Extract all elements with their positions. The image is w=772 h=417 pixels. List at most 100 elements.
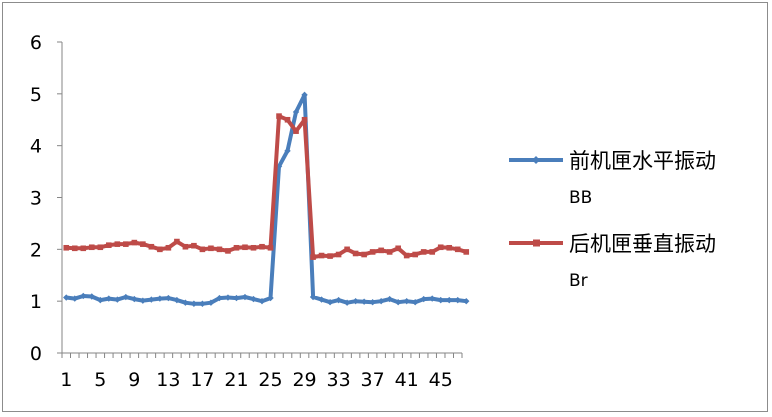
series-point-2	[463, 249, 470, 255]
series-line-2	[64, 114, 469, 260]
series-point-2	[403, 252, 410, 259]
series-point-1	[420, 295, 427, 303]
x-tick-label: 5	[94, 369, 106, 391]
series-point-2	[131, 239, 138, 246]
series-point-1	[105, 295, 113, 302]
series-point-2	[301, 116, 308, 123]
legend-marker	[533, 239, 540, 247]
series-point-2	[71, 245, 78, 252]
series-point-1	[335, 296, 342, 304]
series-point-1	[156, 295, 164, 302]
series-point-1	[97, 296, 104, 304]
y-tick-label: 1	[30, 291, 42, 313]
series-point-1	[292, 108, 300, 116]
series-point-2	[412, 251, 418, 258]
series-point-1	[241, 293, 249, 301]
series-point-2	[344, 246, 350, 253]
series-point-2	[225, 248, 231, 254]
series-point-2	[429, 249, 436, 255]
series-point-1	[207, 299, 215, 306]
series-point-1	[224, 294, 232, 301]
x-tick-label: 17	[190, 369, 214, 391]
series-point-1	[148, 296, 155, 303]
series-point-2	[182, 243, 189, 250]
series-point-1	[267, 294, 274, 302]
series-point-1	[284, 147, 291, 155]
series-point-1	[446, 296, 453, 304]
series-point-2	[327, 253, 333, 259]
chart-frame: 0 1 2 3 4 5 6 1 5 9 13 17 21 25 29 33 37 41 45 前机匣水平振动 BB 后机匣…	[2, 2, 768, 412]
series-point-1	[318, 296, 325, 303]
y-tick-label: 6	[30, 32, 42, 54]
series-point-2	[284, 116, 291, 123]
series-point-1	[386, 295, 393, 303]
series-point-2	[335, 251, 342, 258]
series-point-1	[190, 300, 198, 307]
series-point-1	[165, 294, 172, 302]
series-point-1	[360, 298, 368, 305]
series-point-2	[165, 244, 172, 251]
series-point-2	[97, 244, 104, 251]
series-point-1	[139, 297, 147, 304]
series-point-1	[411, 299, 419, 306]
series-point-2	[123, 241, 129, 247]
series-point-1	[301, 91, 308, 99]
series-point-1	[258, 297, 266, 305]
y-tick-label: 3	[30, 188, 42, 210]
y-tick-label: 5	[30, 84, 42, 106]
series-point-1	[454, 296, 461, 304]
series-point-2	[378, 247, 384, 254]
series-point-1	[437, 296, 444, 304]
y-tick-label: 2	[30, 239, 42, 261]
series-point-1	[88, 293, 95, 300]
series-point-1	[122, 293, 130, 301]
series-point-2	[208, 245, 214, 252]
series-point-1	[326, 299, 334, 306]
series-point-1	[131, 295, 138, 303]
series-point-2	[80, 245, 87, 252]
y-tick-label: 4	[30, 136, 42, 158]
x-tick-label: 41	[395, 369, 419, 391]
series-point-1	[429, 295, 436, 302]
series-point-2	[454, 246, 461, 253]
x-tick-label: 45	[429, 369, 453, 391]
series-point-1	[369, 299, 376, 306]
series-point-1	[71, 295, 78, 302]
series-point-1	[63, 294, 70, 301]
x-tick-label: 29	[292, 369, 316, 391]
series-point-1	[233, 294, 240, 302]
series-point-2	[437, 244, 444, 251]
series-point-2	[420, 249, 427, 255]
x-tick-label: 21	[224, 369, 248, 391]
series-point-2	[216, 246, 223, 253]
series-point-1	[352, 297, 359, 305]
series-point-1	[173, 296, 181, 304]
series-point-2	[267, 244, 274, 251]
y-tick-label: 0	[30, 343, 42, 365]
x-tick-label: 9	[128, 369, 140, 391]
series-point-1	[182, 299, 189, 306]
series-point-2	[318, 252, 325, 259]
series-point-2	[106, 242, 112, 248]
series-point-2	[63, 244, 70, 251]
series-point-2	[140, 241, 146, 247]
series-point-1	[250, 295, 257, 303]
series-point-2	[250, 244, 257, 251]
series-point-1	[463, 297, 470, 305]
series-point-1	[377, 297, 385, 305]
series-point-2	[259, 243, 265, 250]
x-tick-label: 25	[258, 369, 282, 391]
x-tick-label: 37	[361, 369, 385, 391]
series-point-2	[361, 251, 367, 258]
legend-label-line1: 前机匣水平振动	[569, 149, 716, 173]
legend-marker	[532, 156, 540, 164]
series-point-2	[233, 244, 240, 251]
x-tick-label: 1	[60, 369, 72, 391]
series-point-2	[148, 243, 155, 250]
series-point-1	[80, 292, 87, 300]
series-point-2	[369, 249, 376, 255]
legend-label-line2: BB	[569, 188, 592, 208]
series-point-1	[403, 297, 410, 305]
series-point-1	[309, 293, 317, 301]
